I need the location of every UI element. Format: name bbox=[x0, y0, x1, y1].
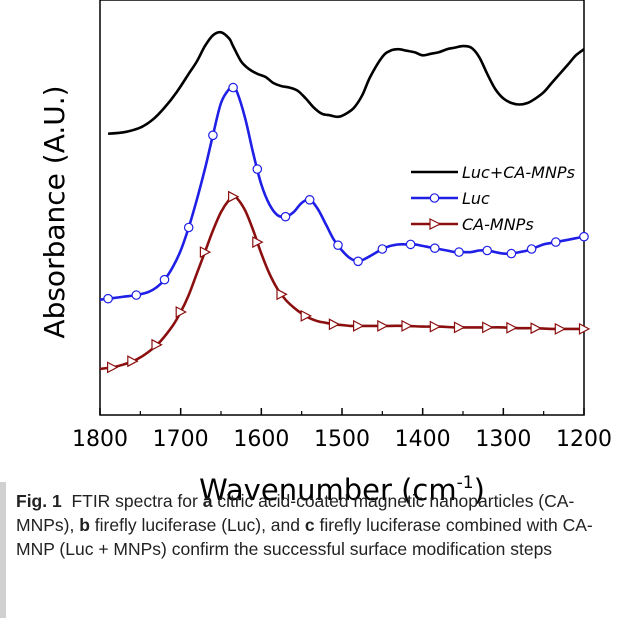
series-3-marker-10 bbox=[328, 318, 341, 331]
series-3-marker-4 bbox=[175, 306, 187, 318]
x-tick-label-1500: 1500 bbox=[314, 427, 370, 452]
series-3-marker-18 bbox=[530, 322, 542, 335]
series-2-marker-2 bbox=[131, 290, 142, 300]
series-2-marker-18 bbox=[526, 244, 537, 254]
series-2-marker-13 bbox=[405, 239, 416, 250]
series-3-marker-5 bbox=[199, 246, 212, 259]
series-3-marker-2 bbox=[127, 355, 139, 368]
legend-marker-luc bbox=[429, 193, 440, 203]
plot-frame bbox=[99, 0, 585, 416]
series-3-marker-15 bbox=[453, 321, 466, 334]
marker-layer bbox=[103, 82, 591, 374]
x-ticks: 1800 1700 1600 1500 1400 1300 1200 bbox=[72, 408, 612, 452]
x-tick-label-1400: 1400 bbox=[395, 427, 451, 452]
caption-panel-a: a bbox=[202, 491, 213, 511]
series-2-marker-6 bbox=[228, 82, 238, 93]
legend-marker-ca-mnps bbox=[429, 218, 442, 230]
legend: Luc+CA-MNPs Luc CA-MNPs bbox=[411, 163, 575, 234]
series-2-marker-20 bbox=[579, 231, 589, 242]
y-axis-label: Absorbance (A.U.) bbox=[38, 85, 71, 338]
x-axis-label-sup: -1 bbox=[457, 473, 474, 493]
legend-label-ca-mnps: CA-MNPs bbox=[462, 215, 534, 234]
series-2-marker-12 bbox=[377, 244, 388, 254]
series-3-marker-17 bbox=[506, 321, 518, 334]
figure-caption: Fig. 1 FTIR spectra for a citric acid-co… bbox=[16, 489, 616, 561]
caption-rule bbox=[0, 482, 6, 618]
series-2-marker-17 bbox=[506, 248, 517, 259]
series-3-marker-13 bbox=[401, 319, 413, 332]
series-3-marker-8 bbox=[276, 288, 288, 301]
series-line-1 bbox=[108, 30, 585, 135]
series-2-marker-4 bbox=[183, 222, 194, 233]
caption-panel-b: b bbox=[79, 515, 90, 535]
caption-text-3: firefly luciferase (Luc), and bbox=[89, 515, 305, 535]
series-3-marker-20 bbox=[578, 322, 591, 335]
series-3-marker-9 bbox=[300, 309, 312, 322]
series-layer bbox=[99, 30, 585, 371]
x-tick-label-1200: 1200 bbox=[556, 427, 612, 452]
series-2-marker-5 bbox=[208, 130, 218, 141]
x-tick-label-1300: 1300 bbox=[475, 427, 531, 452]
series-2-marker-8 bbox=[280, 211, 291, 222]
series-2-marker-3 bbox=[159, 274, 170, 285]
x-tick-label-1600: 1600 bbox=[233, 427, 289, 452]
series-2-marker-19 bbox=[550, 237, 561, 247]
x-tick-label-1700: 1700 bbox=[153, 427, 209, 452]
series-line-2 bbox=[99, 85, 585, 301]
series-3-marker-19 bbox=[554, 322, 567, 335]
caption-text-1: FTIR spectra for bbox=[71, 491, 203, 511]
legend-label-luc: Luc bbox=[462, 189, 490, 208]
x-axis-label-close: ) bbox=[474, 473, 485, 507]
series-3-marker-12 bbox=[377, 319, 389, 332]
x-axis-label: Wavenumber (cm-1) bbox=[199, 473, 485, 507]
series-3-marker-6 bbox=[228, 190, 240, 203]
x-tick-label-1800: 1800 bbox=[72, 427, 128, 452]
series-2-marker-9 bbox=[304, 195, 315, 205]
caption-text-2: citric acid-coated magnetic nanoparticle… bbox=[16, 491, 575, 535]
caption-panel-c: c bbox=[304, 515, 315, 535]
series-2-marker-1 bbox=[103, 293, 113, 304]
series-3-marker-11 bbox=[353, 319, 365, 332]
series-2-marker-14 bbox=[429, 243, 440, 253]
series-2-marker-16 bbox=[482, 245, 492, 256]
legend-label-luc-ca-mnps: Luc+CA-MNPs bbox=[462, 163, 575, 182]
series-3-marker-7 bbox=[252, 236, 264, 249]
series-2-marker-10 bbox=[333, 240, 343, 250]
caption-text-4: firefly luciferase combined with CA-MNP … bbox=[16, 515, 593, 559]
series-2-marker-15 bbox=[454, 247, 464, 257]
series-3-marker-1 bbox=[106, 361, 119, 374]
series-3-marker-3 bbox=[151, 338, 163, 351]
series-2-marker-7 bbox=[252, 164, 263, 174]
series-3-marker-16 bbox=[482, 321, 494, 334]
x-axis-label-main: Wavenumber (cm bbox=[199, 473, 457, 507]
series-3-marker-14 bbox=[429, 320, 442, 333]
series-2-marker-11 bbox=[353, 256, 363, 267]
caption-fig-label: Fig. 1 bbox=[16, 491, 62, 511]
